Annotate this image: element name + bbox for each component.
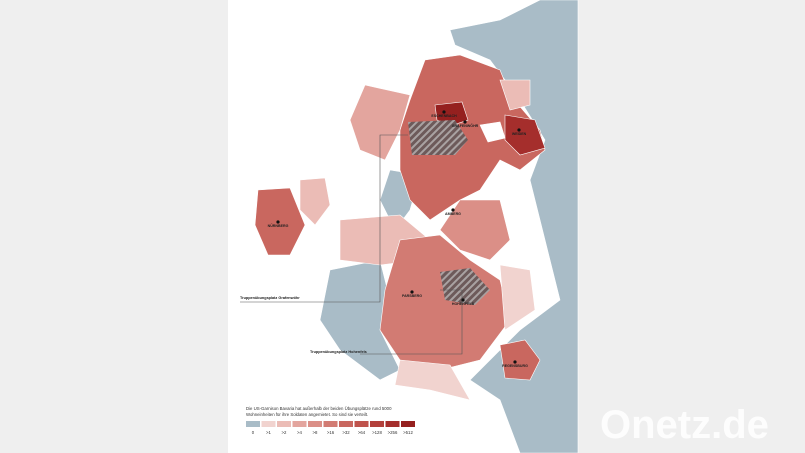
legend-swatch — [401, 421, 415, 427]
region — [299, 177, 331, 226]
town-label: GRAFENWÖHR — [452, 123, 479, 128]
regions — [254, 0, 579, 453]
legend-swatch — [385, 421, 400, 427]
town-label: HOHENFELS — [452, 302, 475, 306]
town-dot — [442, 110, 446, 114]
town-dot — [276, 220, 280, 224]
area-label: Truppenübungsplatz Hohenfels — [310, 350, 367, 354]
town-label: REGENSBURG — [502, 364, 528, 368]
towns: ESCHENBACH GRAFENWÖHR WEIDEN AMBERG NÜRNBERG… — [268, 110, 528, 368]
legend-swatch — [370, 421, 384, 427]
leader-line — [240, 134, 408, 303]
region — [499, 79, 531, 111]
legend-swatch — [292, 421, 307, 427]
area-label: Truppenübungsplatz Grafenwöhr — [240, 296, 300, 300]
caption-line: Die US-Garnison Bavaria hat außerhalb de… — [246, 406, 393, 411]
legend-label: >512 — [403, 430, 413, 435]
region — [449, 0, 579, 453]
legend-label: >1 — [266, 430, 272, 435]
region — [439, 199, 511, 261]
legend-label: >32 — [342, 430, 350, 435]
region — [349, 84, 411, 161]
town-dot — [463, 120, 467, 124]
town-label: WEIDEN — [512, 132, 527, 136]
legend-swatch — [354, 421, 369, 427]
town-label: NÜRNBERG — [268, 223, 289, 228]
legend-swatch — [246, 421, 260, 427]
town-label: PARSBERG — [402, 294, 422, 298]
legend: 0 >1 >2 >4 >8 >16 >32 >64 >128 >256 >512 — [246, 421, 415, 435]
region — [504, 114, 546, 156]
region — [254, 187, 306, 256]
caption: Die US-Garnison Bavaria hat außerhalb de… — [246, 406, 393, 417]
legend-label: >16 — [327, 430, 335, 435]
town-dot — [517, 128, 521, 132]
training-area — [440, 268, 490, 305]
legend-label: >8 — [313, 430, 319, 435]
legend-label: >2 — [282, 430, 288, 435]
legend-swatch — [261, 421, 276, 427]
region — [434, 101, 469, 127]
legend-label: >256 — [388, 430, 398, 435]
enclave — [479, 121, 506, 143]
watermark: Onetz.de — [600, 403, 769, 447]
region — [499, 264, 536, 331]
region — [499, 339, 541, 381]
town-label: ESCHENBACH — [431, 114, 457, 118]
legend-swatch — [339, 421, 353, 427]
legend-swatch — [277, 421, 291, 427]
town-dot — [451, 208, 455, 212]
caption-line: Wohneinheiten für ihre Soldaten angemiet… — [246, 412, 368, 417]
legend-label: >4 — [297, 430, 303, 435]
town-label: AMBERG — [445, 212, 461, 216]
legend-label: >128 — [372, 430, 382, 435]
town-dot — [461, 298, 465, 302]
legend-label: >64 — [358, 430, 366, 435]
region — [394, 359, 471, 401]
legend-label: 0 — [252, 430, 255, 435]
town-dot — [513, 360, 517, 364]
region — [379, 234, 511, 371]
legend-swatch — [323, 421, 338, 427]
leader-line — [360, 289, 463, 355]
legend-swatch — [308, 421, 322, 427]
training-area — [408, 120, 468, 155]
town-dot — [410, 290, 414, 294]
